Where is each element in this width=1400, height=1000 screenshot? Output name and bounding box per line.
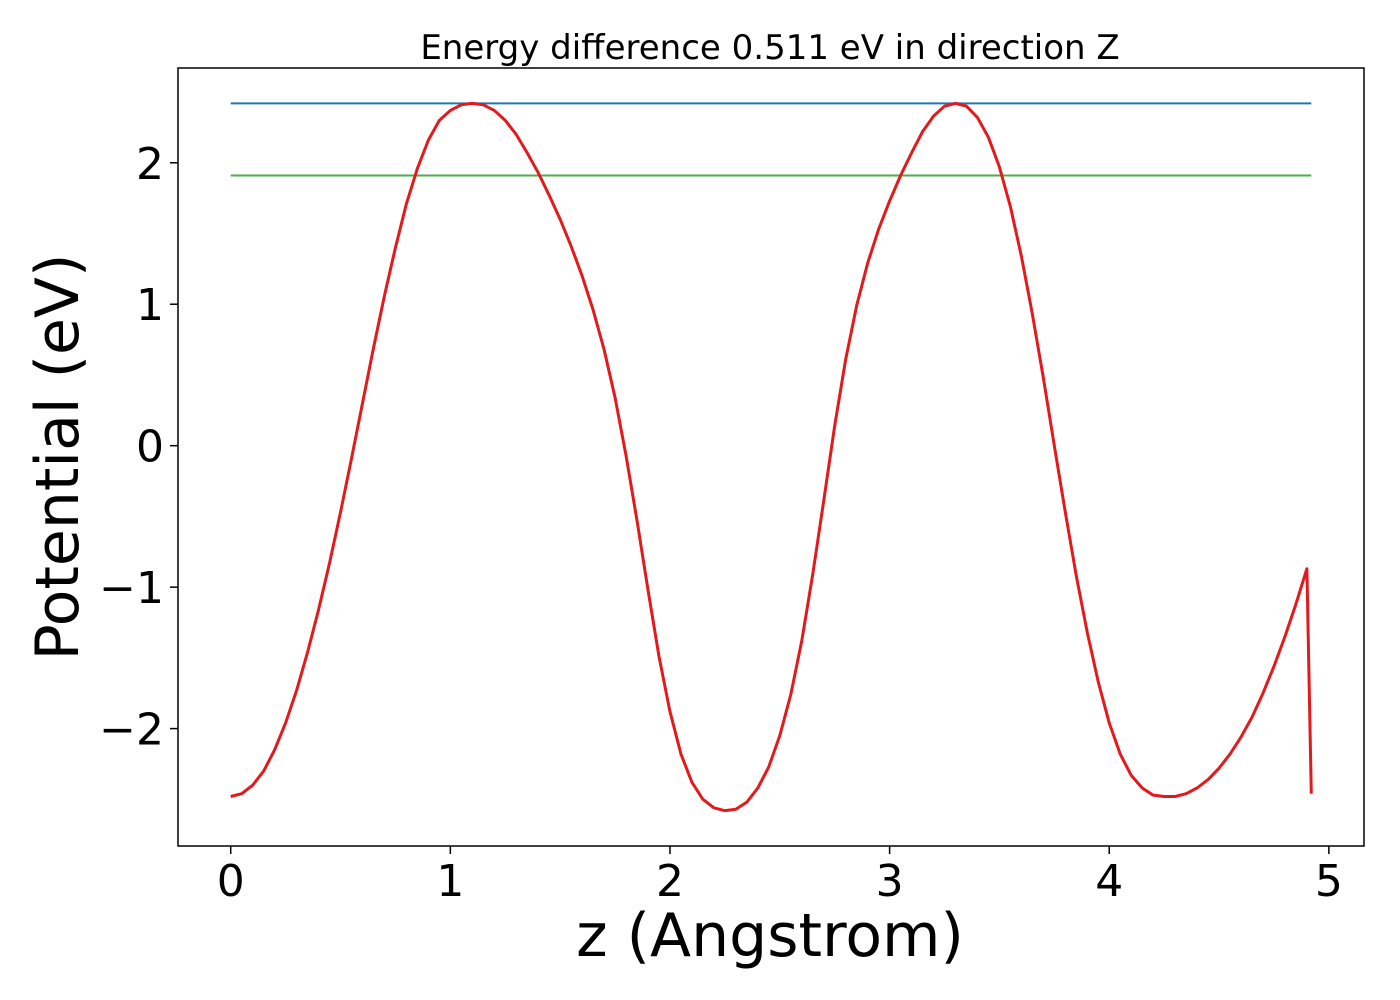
x-tick-label: 3: [876, 856, 904, 907]
y-tick-label: 1: [136, 280, 164, 331]
chart-title: Energy difference 0.511 eV in direction …: [420, 28, 1119, 68]
x-tick-label: 0: [217, 856, 245, 907]
x-tick-label: 5: [1315, 856, 1343, 907]
y-tick-label: −1: [99, 563, 164, 614]
plot-area: [230, 101, 1313, 813]
y-axis: −2 −1 0 1 2: [99, 139, 178, 756]
x-axis: 0 1 2 3 4 5: [217, 846, 1343, 907]
y-tick-label: 0: [136, 422, 164, 473]
x-axis-label: z (Angstrom): [576, 901, 964, 971]
y-tick-label: 2: [136, 139, 164, 190]
x-tick-label: 1: [436, 856, 464, 907]
y-tick-label: −2: [99, 705, 164, 756]
axes-frame: [177, 67, 1365, 847]
x-tick-label: 4: [1095, 856, 1123, 907]
y-axis-label: Potential (eV): [23, 254, 93, 661]
series-potential-line: [230, 101, 1313, 813]
x-tick-label: 2: [656, 856, 684, 907]
